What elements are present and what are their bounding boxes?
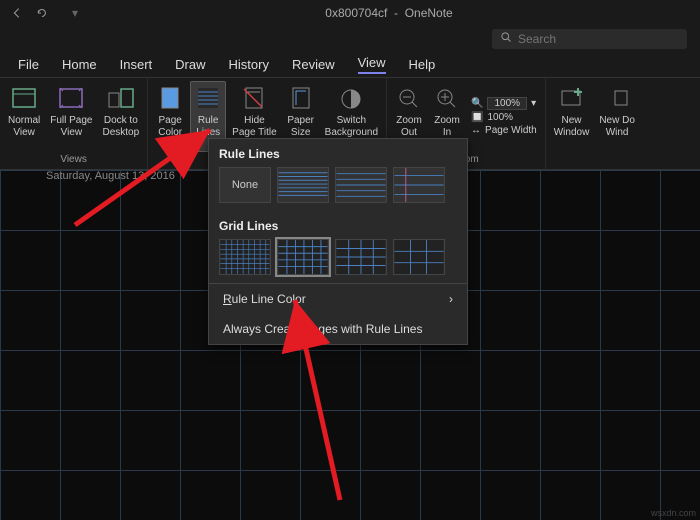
paper-size-icon: [287, 85, 315, 113]
rule-line-color-item[interactable]: Rule Line Color ›: [209, 284, 467, 314]
paper-size-label: Paper Size: [287, 115, 314, 138]
window-group-spacer: [593, 152, 596, 169]
rule-line-color-label: Rule Line Color: [223, 292, 306, 306]
grid-lines-section-title: Grid Lines: [219, 219, 457, 233]
fullpage-view-button[interactable]: Full Page View: [46, 81, 96, 152]
new-window-button[interactable]: New Window: [550, 81, 594, 152]
zoom-stack: 🔍100%▾ 🔲100% ↔Page Width: [467, 81, 541, 152]
tab-history[interactable]: History: [229, 57, 269, 72]
tab-file[interactable]: File: [18, 57, 39, 72]
rule-lines-dropdown: Rule Lines None Grid Lines Rule Line Col…: [208, 138, 468, 345]
rule-wide[interactable]: [393, 167, 445, 203]
tab-draw[interactable]: Draw: [175, 57, 205, 72]
switch-bg-label: Switch Background: [325, 115, 378, 138]
page-width-label: Page Width: [485, 125, 537, 136]
grid-small[interactable]: [219, 239, 271, 275]
normal-view-button[interactable]: Normal View: [4, 81, 44, 152]
rule-narrow[interactable]: [277, 167, 329, 203]
watermark: wsxdn.com: [651, 508, 696, 518]
zoom-100-2[interactable]: 🔲100%: [471, 112, 537, 123]
zoom-out-icon: [395, 85, 423, 113]
normal-view-label: Normal View: [8, 115, 40, 138]
always-create-item[interactable]: Always Create Pages with Rule Lines: [209, 314, 467, 344]
page-width-button[interactable]: ↔Page Width: [471, 125, 537, 136]
always-create-label: Always Create Pages with Rule Lines: [223, 322, 422, 336]
fullpage-icon: [57, 85, 85, 113]
group-views: Normal View Full Page View Dock to Deskt…: [0, 78, 148, 169]
rule-lines-icon: [194, 85, 222, 113]
search-box[interactable]: [492, 29, 687, 49]
grid-medium[interactable]: [277, 239, 329, 275]
dock-desktop-button[interactable]: Dock to Desktop: [98, 81, 143, 152]
zoom-out-label: Zoom Out: [396, 115, 422, 138]
grid-large[interactable]: [335, 239, 387, 275]
dock-label: Dock to Desktop: [102, 115, 139, 138]
page-color-button[interactable]: Page Color: [152, 81, 188, 152]
titlebar: ▾ 0x800704cf - OneNote: [0, 0, 700, 26]
new-docked-label: New Do Wind: [599, 115, 635, 138]
app-name: OneNote: [405, 6, 453, 20]
new-docked-button[interactable]: New Do Wind: [595, 81, 639, 152]
searchbar: [0, 26, 700, 52]
back-icon[interactable]: [10, 6, 24, 20]
zoom-value-1[interactable]: 100%: [487, 97, 527, 110]
tab-review[interactable]: Review: [292, 57, 335, 72]
normal-view-icon: [10, 85, 38, 113]
tab-home[interactable]: Home: [62, 57, 97, 72]
page-color-icon: [156, 85, 184, 113]
page-date: Saturday, August 13, 2016: [46, 170, 175, 182]
tab-help[interactable]: Help: [409, 57, 436, 72]
new-docked-icon: [603, 85, 631, 113]
page-color-label: Page Color: [158, 115, 182, 138]
tab-view[interactable]: View: [358, 55, 386, 74]
doc-title: 0x800704cf: [325, 6, 387, 20]
new-window-label: New Window: [554, 115, 590, 138]
window-title: 0x800704cf - OneNote: [78, 6, 700, 20]
zoom-in-icon: [433, 85, 461, 113]
undo-icon[interactable]: [34, 6, 48, 20]
new-window-icon: [558, 85, 586, 113]
switch-bg-icon: [337, 85, 365, 113]
dock-icon: [107, 85, 135, 113]
chevron-right-icon: ›: [449, 292, 453, 306]
rule-lines-section-title: Rule Lines: [219, 147, 457, 161]
fullpage-label: Full Page View: [50, 115, 92, 138]
grid-xlarge[interactable]: [393, 239, 445, 275]
rule-none[interactable]: None: [219, 167, 271, 203]
search-icon: [500, 30, 512, 48]
menu-tabs: File Home Insert Draw History Review Vie…: [0, 52, 700, 77]
tab-insert[interactable]: Insert: [120, 57, 153, 72]
group-window: New Window New Do Wind: [546, 78, 643, 169]
zoom-in-label: Zoom In: [434, 115, 460, 138]
search-input[interactable]: [518, 32, 679, 46]
hide-title-icon: [240, 85, 268, 113]
views-group-label: Views: [60, 152, 87, 169]
zoom-100-1[interactable]: 🔍100%▾: [471, 97, 537, 110]
rule-lines-label: Rule Lines: [196, 115, 220, 138]
hide-title-label: Hide Page Title: [232, 115, 276, 138]
zoom-value-2: 100%: [487, 112, 513, 123]
rule-college[interactable]: [335, 167, 387, 203]
